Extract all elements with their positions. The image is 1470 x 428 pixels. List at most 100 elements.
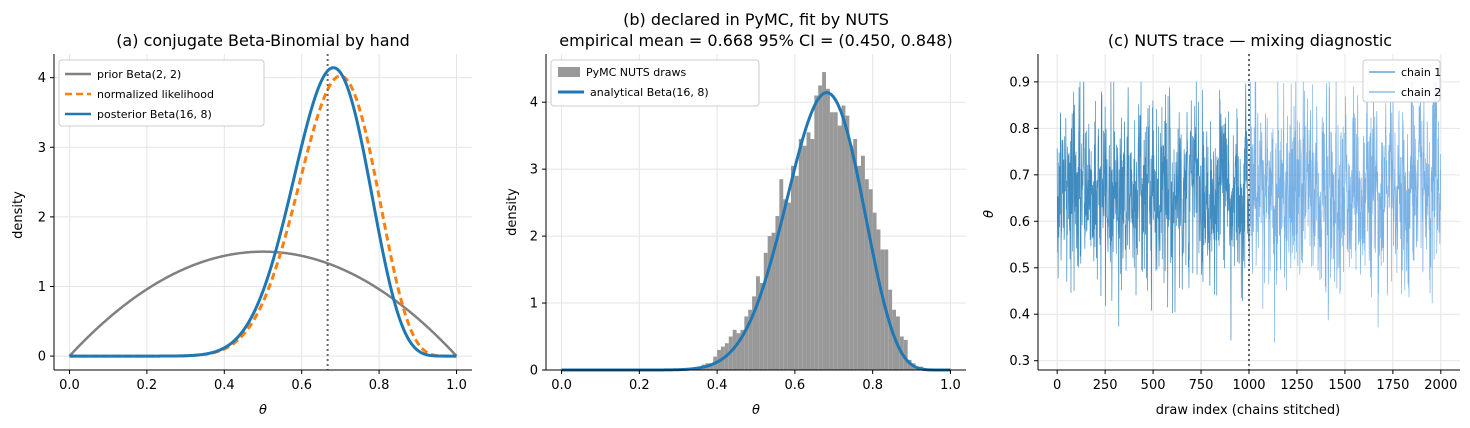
panel-a-legend-box (58, 59, 265, 127)
y-tick-label: 1 (530, 297, 538, 312)
histogram-bar (849, 145, 854, 370)
x-tick-label: 2000 (1424, 378, 1457, 393)
legend-label: normalized likelihood (97, 88, 214, 101)
histogram-bar (872, 212, 877, 370)
series-line-2 (68, 66, 458, 358)
panel-a-legend-items: prior Beta(2, 2) normalized likelihood pos… (65, 68, 214, 121)
panel-b-yticks: 0 1 2 3 4 (530, 96, 546, 379)
histogram-bar (763, 252, 768, 370)
panel-a-ylabel: density (11, 191, 26, 239)
histogram-bar (876, 229, 881, 370)
panel-b-legend-box (550, 59, 760, 107)
x-tick-label: 0.6 (785, 378, 806, 393)
histogram-bar (864, 179, 869, 370)
panel-b: (b) declared in PyMC, fit by NUTS empiri… (505, 10, 966, 418)
panel-b-xticks: 0.0 0.2 0.4 0.6 0.8 1.0 (551, 370, 961, 393)
histogram-bar (748, 309, 753, 370)
y-tick-label: 0.6 (1009, 215, 1030, 230)
histogram-bar (787, 202, 791, 370)
y-tick-label: 0 (38, 350, 46, 365)
panel-b-title: (b) declared in PyMC, fit by NUTS (623, 10, 889, 29)
histogram-bar (732, 329, 737, 370)
x-tick-label: 0.8 (862, 378, 883, 393)
trace-chain-1 (1056, 81, 1250, 341)
x-tick-label: 0 (1053, 378, 1061, 393)
x-tick-label: 0.0 (59, 378, 80, 393)
histogram-bar (841, 105, 846, 371)
histogram-bar (736, 333, 741, 370)
y-tick-label: 1 (38, 280, 46, 295)
histogram-bar (783, 199, 788, 370)
histogram-bar (771, 232, 776, 370)
panel-c-yticks: 0.3 0.4 0.5 0.6 0.7 0.8 0.9 (1009, 75, 1038, 369)
x-tick-label: 0.6 (291, 378, 312, 393)
x-tick-label: 0.2 (137, 378, 158, 393)
histogram-bar (709, 363, 714, 370)
legend-label: chain 2 (1401, 86, 1441, 99)
panel-a: (a) conjugate Beta-Binomial by hand 0.0 0… (11, 31, 472, 418)
histogram-bar (888, 289, 893, 370)
panel-c: (c) NUTS trace — mixing diagnostic 0 250 5… (982, 31, 1460, 418)
histogram-bar (756, 276, 760, 370)
y-tick-label: 4 (38, 71, 46, 86)
histogram-bar (826, 88, 830, 370)
histogram-bar (818, 85, 823, 371)
panel-b-subtitle: empirical mean = 0.668 95% CI = (0.450, … (559, 31, 952, 50)
histogram-bar (810, 139, 815, 370)
y-tick-label: 0.3 (1009, 354, 1030, 369)
y-tick-label: 0.8 (1009, 122, 1030, 137)
histogram-bar (740, 329, 745, 370)
x-tick-label: 250 (1093, 378, 1118, 393)
histogram-bar (794, 175, 799, 370)
panel-c-xlabel: draw index (chains stitched) (1156, 403, 1341, 418)
y-tick-label: 0.7 (1009, 168, 1030, 183)
y-tick-label: 0.5 (1009, 261, 1030, 276)
legend-label: chain 1 (1401, 66, 1441, 79)
x-tick-label: 0.4 (214, 378, 235, 393)
histogram-bar (759, 282, 764, 370)
histogram-bar (857, 165, 861, 370)
x-tick-label: 0.2 (629, 378, 650, 393)
y-tick-label: 0.4 (1009, 308, 1030, 323)
histogram-bar (822, 72, 826, 371)
histogram-bar (880, 249, 885, 370)
histogram-bar (814, 95, 819, 370)
panel-c-ylabel: θ (982, 210, 997, 218)
series-line-0 (68, 250, 458, 357)
legend-label: analytical Beta(16, 8) (590, 86, 709, 99)
panel-a-xticks: 0.0 0.2 0.4 0.6 0.8 1.0 (59, 370, 467, 393)
x-tick-label: 0.8 (369, 378, 390, 393)
histogram-bar (798, 139, 803, 370)
histogram-bar (903, 339, 908, 370)
histogram-bar (837, 125, 842, 370)
panel-a-xlabel: θ (259, 403, 267, 418)
panel-c-plot (1056, 54, 1441, 370)
panel-a-yticks: 0 1 2 3 4 (38, 71, 54, 365)
legend-label: prior Beta(2, 2) (97, 68, 181, 81)
x-tick-label: 0.4 (707, 378, 728, 393)
panel-c-xticks: 0 250 500 750 1000 1250 1500 1750 2000 (1053, 370, 1457, 393)
panel-b-legend-items: PyMC NUTS draws analytical Beta(16, 8) (558, 66, 709, 99)
y-tick-label: 4 (530, 96, 538, 111)
panel-a-legend: prior Beta(2, 2) normalized likelihood pos… (58, 59, 265, 127)
histogram-bar (767, 236, 772, 370)
histogram-bar (829, 112, 834, 371)
histogram-bar (853, 139, 858, 370)
panel-b-legend: PyMC NUTS draws analytical Beta(16, 8) (550, 59, 760, 107)
x-tick-label: 1750 (1376, 378, 1409, 393)
y-tick-label: 2 (38, 210, 46, 225)
panel-a-plot (68, 54, 458, 370)
histogram-bar (806, 132, 811, 370)
histogram-bar (868, 189, 873, 370)
x-tick-label: 1.0 (940, 378, 961, 393)
panel-a-title: (a) conjugate Beta-Binomial by hand (116, 31, 410, 50)
x-tick-label: 500 (1141, 378, 1166, 393)
trace-chain-2 (1248, 80, 1441, 343)
y-tick-label: 3 (38, 141, 46, 156)
histogram-bar (791, 165, 795, 370)
x-tick-label: 0.0 (551, 378, 572, 393)
series-line-1 (68, 74, 458, 358)
panel-c-legend-items: chain 1 chain 2 (1369, 66, 1441, 99)
x-tick-label: 750 (1189, 378, 1214, 393)
